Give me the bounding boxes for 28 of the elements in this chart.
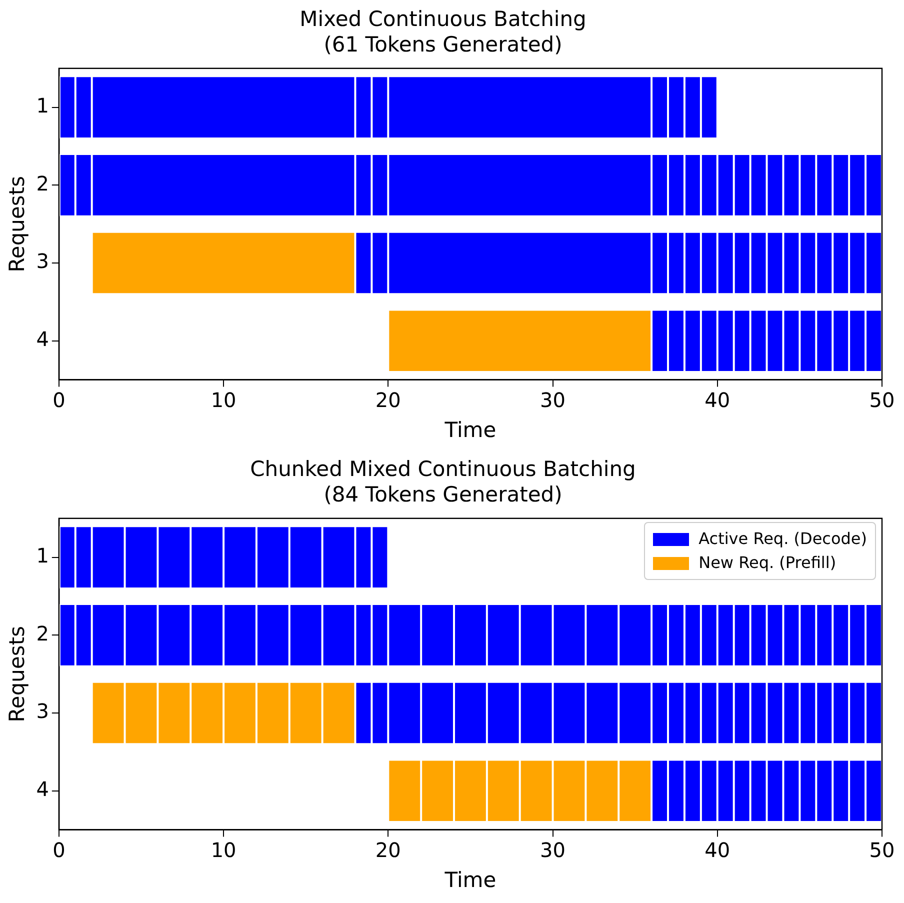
- x-tick-label: 50: [869, 388, 895, 412]
- x-tick-label: 40: [704, 838, 730, 862]
- y-tick-label: 1: [36, 94, 49, 118]
- x-tick-label: 0: [52, 388, 66, 412]
- x-tick-label: 10: [210, 838, 236, 862]
- legend-label: Active Req. (Decode): [698, 528, 867, 550]
- y-tick-label: 4: [36, 327, 49, 352]
- y-axis-title: Requests: [5, 176, 30, 272]
- x-tick-label: 30: [540, 388, 566, 412]
- x-axis-title: Time: [444, 868, 496, 892]
- y-tick-label: 1: [36, 544, 49, 568]
- y-axis-title: Requests: [5, 626, 30, 722]
- y-tick-label: 2: [36, 621, 49, 646]
- y-tick-label: 3: [36, 249, 49, 274]
- chart-title: Chunked Mixed Continuous Batching (84 Tokens Generated): [250, 457, 636, 506]
- y-tick-label: 3: [36, 699, 49, 724]
- x-tick-label: 10: [210, 388, 236, 412]
- chart-title: Mixed Continuous Batching (61 Tokens Generated): [300, 7, 586, 56]
- x-tick-label: 40: [704, 388, 730, 412]
- x-tick-label: 0: [52, 838, 66, 862]
- y-tick-label: 2: [36, 171, 49, 196]
- y-tick-label: 4: [36, 777, 49, 802]
- x-tick-label: 20: [375, 838, 401, 862]
- x-axis-title: Time: [444, 418, 496, 442]
- x-tick-label: 30: [540, 838, 566, 862]
- x-tick-label: 50: [869, 838, 895, 862]
- x-tick-label: 20: [375, 388, 401, 412]
- legend-label: New Req. (Prefill): [698, 552, 836, 574]
